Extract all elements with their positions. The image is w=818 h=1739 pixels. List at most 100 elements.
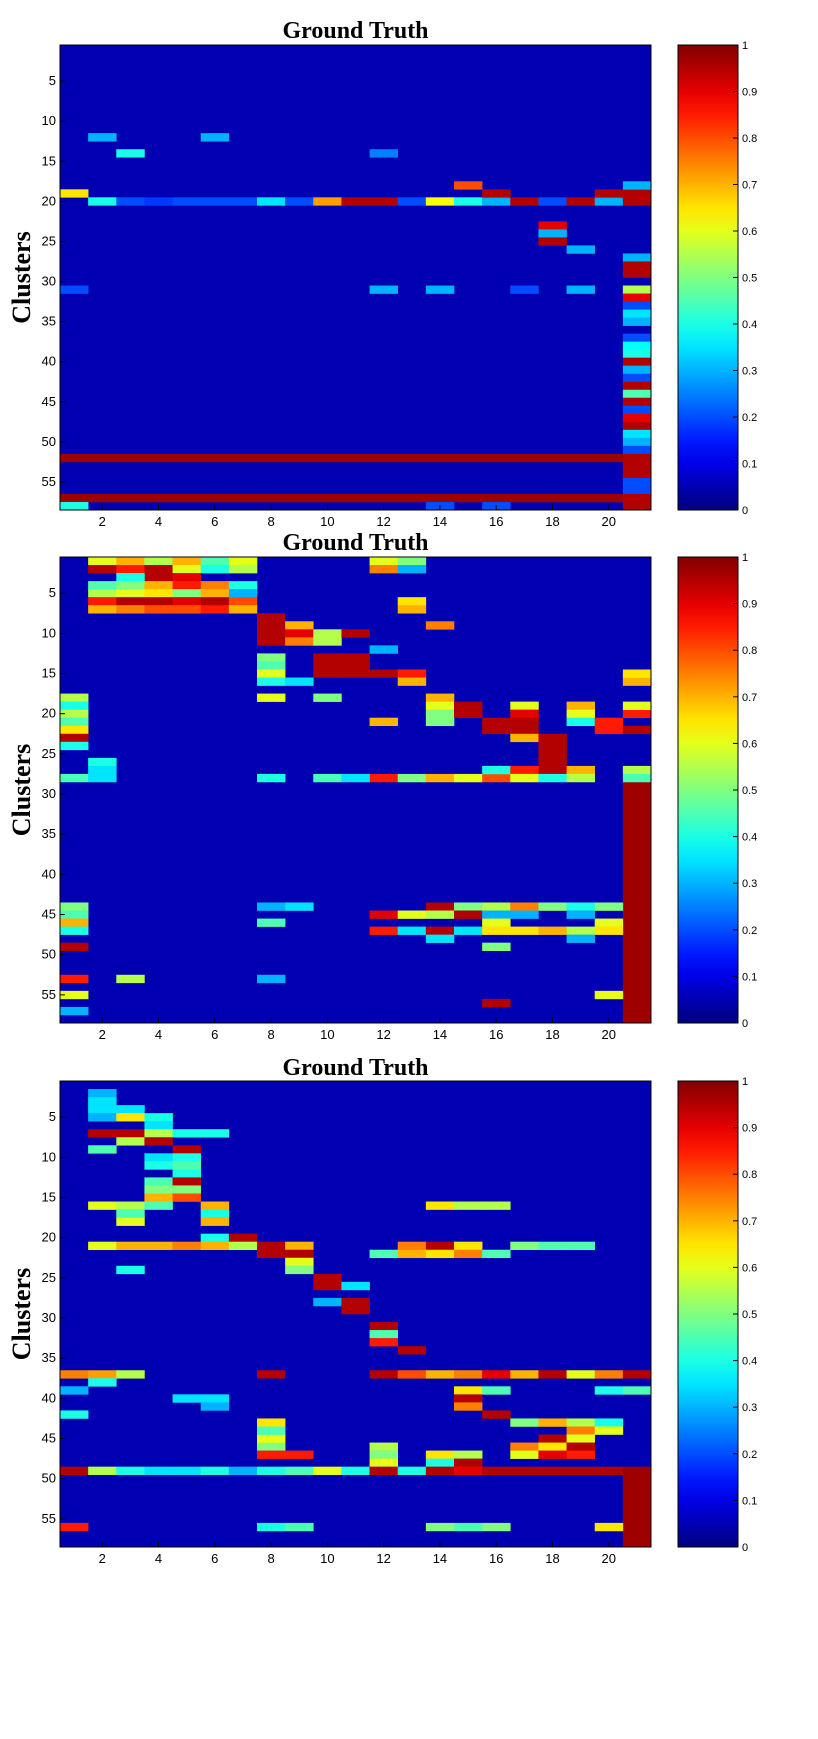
heatmap-cell <box>566 1442 596 1451</box>
heatmap-cell <box>594 926 624 935</box>
heatmap-cell <box>425 773 455 783</box>
heatmap-cell <box>172 1145 202 1154</box>
heatmap-cell <box>285 1249 314 1259</box>
colorbar-tick-label: 0.6 <box>742 226 757 238</box>
heatmap-cell <box>622 333 652 342</box>
x-tick-label: 20 <box>602 1027 616 1042</box>
heatmap-cell <box>538 229 567 238</box>
heatmap-cell <box>313 669 342 678</box>
colorbar-tick-label: 0.2 <box>742 412 757 424</box>
heatmap-cell <box>594 1386 624 1395</box>
colorbar-tick-label: 1 <box>742 40 748 52</box>
x-tick-label: 18 <box>545 1551 559 1566</box>
heatmap-cell <box>116 1209 145 1218</box>
heatmap-cell <box>622 501 652 511</box>
heatmap-cell <box>538 197 567 206</box>
x-tick-label: 4 <box>155 1551 162 1566</box>
colorbar-tick-label: 0.5 <box>742 273 757 285</box>
heatmap-cell <box>538 237 567 246</box>
heatmap-cell <box>200 1129 230 1138</box>
heatmap-cell <box>60 1386 89 1395</box>
heatmap-cell <box>200 597 230 606</box>
heatmap-cell <box>116 605 145 614</box>
heatmap-cell <box>88 1105 117 1114</box>
y-axis-label: Clusters <box>7 744 36 836</box>
heatmap-cell <box>369 910 399 919</box>
x-tick-label: 16 <box>489 514 503 529</box>
heatmap-cell <box>88 1129 117 1138</box>
heatmap-cell <box>369 1458 399 1467</box>
heatmap-cell <box>116 1137 145 1146</box>
heatmap-cell <box>369 717 399 727</box>
heatmap-cell <box>622 677 652 686</box>
heatmap-cell <box>228 605 258 614</box>
heatmap-cell <box>60 1006 89 1016</box>
heatmap-cell <box>566 934 596 943</box>
colorbar-tick-label: 0.5 <box>742 1309 757 1321</box>
heatmap-cell <box>257 197 286 206</box>
heatmap-cell <box>425 693 455 702</box>
heatmap-cell <box>510 1442 539 1451</box>
heatmap-cell <box>566 1426 596 1435</box>
colorbar-tick-label: 0.7 <box>742 180 757 192</box>
heatmap-cell <box>482 942 511 951</box>
x-tick-label: 20 <box>602 514 616 529</box>
heatmap-cell <box>369 1450 399 1459</box>
heatmap-cell <box>622 445 652 455</box>
heatmap-cell <box>510 765 539 775</box>
heatmap-cell <box>228 589 258 598</box>
colorbar-tick-label: 0.1 <box>742 971 757 983</box>
heatmap-cell <box>425 1249 455 1259</box>
heatmap-cell <box>200 565 230 574</box>
colorbar-tick-label: 0.6 <box>742 1262 757 1274</box>
heatmap-cell <box>425 1522 455 1532</box>
heatmap-cell <box>285 1257 314 1267</box>
heatmap-cell <box>369 285 399 294</box>
heatmap-cell <box>482 1410 511 1419</box>
heatmap-cell <box>594 717 624 727</box>
heatmap-cell <box>200 1466 230 1475</box>
heatmap-cell <box>622 429 652 439</box>
heatmap-cell <box>482 1386 511 1395</box>
heatmap-cell <box>538 1418 567 1427</box>
heatmap-cell <box>538 1370 567 1379</box>
heatmap-cell <box>144 1129 173 1138</box>
heatmap-cell <box>144 565 173 574</box>
heatmap-cell <box>594 902 624 911</box>
y-tick-label: 25 <box>42 746 56 761</box>
heatmap-cell <box>200 1217 230 1226</box>
heatmap-cell <box>172 557 202 566</box>
heatmap-cell <box>425 902 455 911</box>
heatmap-cell <box>144 1193 173 1202</box>
heatmap-cell <box>425 934 455 943</box>
heatmap-cell <box>341 669 370 678</box>
heatmap-background <box>60 45 651 510</box>
x-tick-label: 6 <box>211 514 218 529</box>
heatmap-cell <box>566 1370 596 1379</box>
heatmap-cell <box>510 709 539 718</box>
heatmap-cell <box>172 1193 202 1202</box>
heatmap-cell <box>257 653 286 662</box>
heatmap-cell <box>622 285 652 294</box>
heatmap-cell <box>454 926 483 935</box>
heatmap-cell <box>60 918 89 927</box>
heatmap-cell <box>482 998 511 1008</box>
y-axis-label: Clusters <box>7 231 36 323</box>
heatmap-cell <box>622 773 652 783</box>
heatmap-cell <box>88 589 117 598</box>
heatmap-cell <box>257 637 286 646</box>
heatmap-cell <box>482 1522 511 1532</box>
heatmap-cell <box>257 1426 286 1435</box>
heatmap-cell <box>257 974 286 984</box>
heatmap-cell <box>257 1249 286 1259</box>
heatmap-cell <box>622 269 652 278</box>
heatmap-cell <box>622 437 652 447</box>
heatmap-cell <box>622 453 652 463</box>
y-tick-label: 25 <box>42 1270 56 1285</box>
heatmap-cell <box>88 1145 117 1154</box>
heatmap-cell <box>313 653 342 662</box>
heatmap-cell <box>425 709 455 718</box>
heatmap-cell <box>510 733 539 743</box>
heatmap-cell <box>313 197 342 206</box>
